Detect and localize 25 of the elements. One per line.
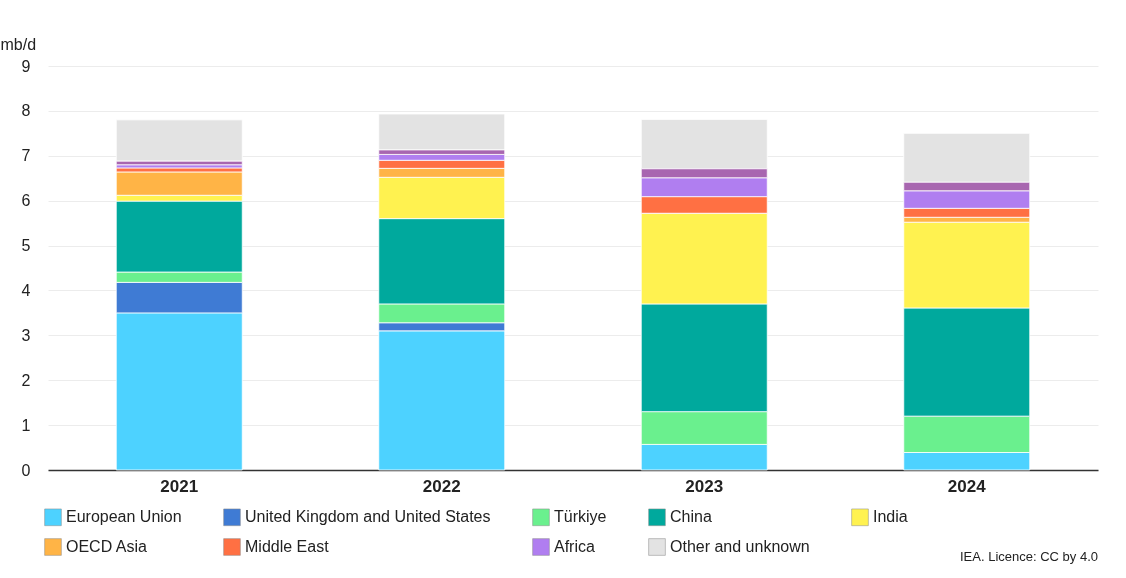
y-tick-label: 5 xyxy=(21,237,31,255)
y-axis-title: mb/d xyxy=(0,35,37,53)
legend-label: India xyxy=(873,508,908,526)
x-tick-label: 2023 xyxy=(685,476,724,496)
y-tick-label: 4 xyxy=(21,281,31,299)
y-tick-label: 3 xyxy=(21,326,31,344)
legend-label: European Union xyxy=(66,508,182,526)
x-tick-label: 2024 xyxy=(947,476,987,496)
legend-label: Türkiye xyxy=(554,508,607,526)
y-tick-label: 9 xyxy=(21,57,31,75)
legend-label: Middle East xyxy=(245,538,330,555)
legend-label: OECD Asia xyxy=(66,538,148,555)
y-tick-label: 0 xyxy=(21,461,31,479)
y-tick-label: 6 xyxy=(21,192,31,210)
x-tick-label: 2022 xyxy=(422,476,461,496)
legend-label: China xyxy=(670,508,712,526)
legend-label: Other and unknown xyxy=(670,538,810,555)
y-tick-label: 7 xyxy=(21,147,31,165)
legend-label: United Kingdom and United States xyxy=(245,508,491,526)
x-tick-label: 2021 xyxy=(160,476,199,496)
text: IEA. Licence: CC by 4.0 xyxy=(959,549,1098,564)
y-tick-label: 2 xyxy=(21,371,31,389)
y-tick-label: 1 xyxy=(21,416,31,434)
y-tick-label: 8 xyxy=(21,102,31,120)
legend-label: Africa xyxy=(554,538,595,555)
